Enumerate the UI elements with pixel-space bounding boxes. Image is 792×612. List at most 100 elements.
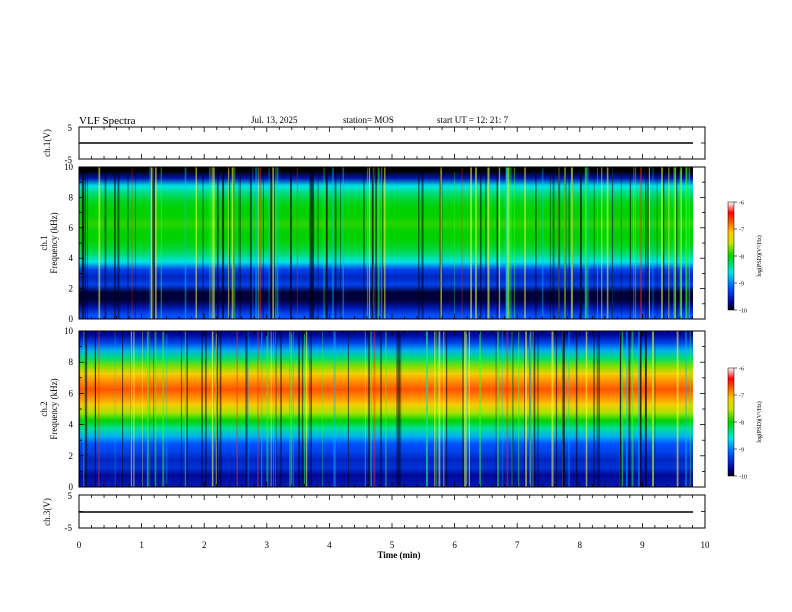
spectrogram-streak	[654, 331, 656, 487]
ch1-spec-ylabel-1: ch.1	[39, 235, 49, 250]
spectrogram-streak	[142, 331, 143, 487]
spectrogram-streak	[575, 331, 578, 487]
spectrogram-streak	[633, 167, 635, 319]
spectrogram-streak	[495, 331, 497, 487]
spectrogram-streak	[635, 167, 637, 319]
spectrogram-streak	[585, 331, 588, 487]
spectrogram-streak	[563, 331, 565, 487]
spectrogram-streak	[317, 167, 319, 319]
spectrogram-streak	[87, 167, 88, 319]
spectrogram-streak	[195, 167, 197, 319]
spectrogram-streak	[568, 331, 570, 487]
spectrogram-streak	[673, 167, 675, 319]
spectrogram-streak	[475, 167, 477, 319]
spectrogram-streak	[555, 331, 558, 487]
spectrogram-streak	[202, 167, 204, 319]
spectrogram-streak	[275, 331, 276, 487]
spectrogram-streak	[464, 331, 466, 487]
x-tick-label: 6	[452, 540, 457, 550]
spectrogram-streak	[629, 167, 631, 319]
x-tick-label: 0	[77, 540, 82, 550]
ch2-spec-ylabel-2: Frequency (kHz)	[49, 378, 59, 439]
spectrogram-streak	[373, 331, 376, 487]
spectrogram-streak	[153, 331, 155, 487]
spectrogram-streak	[215, 331, 217, 487]
spectrogram-streak	[496, 167, 498, 319]
ch1-colorbar: -6 -7 -8 -9 -10 log(PSD)(V²/Hz)	[727, 201, 763, 315]
spectrogram-streak	[372, 167, 374, 319]
spectrogram-streak	[135, 167, 136, 319]
spectrogram-streak	[685, 331, 687, 487]
spectrogram-streak	[564, 167, 566, 319]
x-tick-label: 10	[701, 540, 711, 550]
spectrogram-streak	[398, 331, 400, 487]
spectrogram-streak	[652, 331, 654, 487]
spectrogram-streak	[638, 331, 640, 487]
spectrogram-streak	[211, 331, 214, 487]
start-time-label: start UT = 12: 21: 7	[437, 115, 509, 125]
spectrogram-streak	[146, 331, 149, 487]
spectrogram-streak	[216, 331, 218, 487]
spectrogram-streak	[85, 331, 88, 487]
spectrogram-streak	[584, 167, 587, 319]
spectrogram-streak	[446, 331, 448, 487]
spectrogram-streak	[217, 167, 218, 319]
spectrogram-streak	[340, 167, 341, 319]
spectrogram-streak	[668, 167, 670, 319]
spectrogram-streak	[255, 167, 257, 319]
spectrogram-streak	[497, 167, 499, 319]
spectrogram-streak	[480, 167, 482, 319]
spectrogram-streak	[122, 331, 124, 487]
spectrogram-streak	[216, 167, 219, 319]
spectrogram-streak	[296, 167, 298, 319]
ch1-wave-ylabel: ch.1(V)	[42, 129, 52, 157]
spectrogram-streak	[261, 331, 263, 487]
spectrogram-streak	[461, 167, 463, 319]
spectrogram-streak	[270, 167, 273, 319]
spectrogram-streak	[436, 331, 438, 487]
spectrogram-streak	[568, 167, 570, 319]
spectrogram-streak	[525, 331, 527, 487]
spectrogram-streak	[184, 331, 187, 487]
spectrogram-streak	[180, 331, 182, 487]
spectrogram-streak	[498, 167, 501, 319]
ch2-colorbar-label: log(PSD)(V²/Hz)	[756, 401, 763, 442]
ch2-spectrogram-panel: 10 8 6 4 2 0 ch.2 Frequency (kHz)	[39, 326, 706, 492]
spectrogram-streak	[155, 167, 157, 319]
spectrogram-streak	[524, 331, 525, 487]
spectrogram-streak	[186, 331, 188, 487]
spectrogram-streak	[606, 167, 609, 319]
spectrogram-streak	[368, 331, 370, 487]
spectrogram-streak	[84, 167, 87, 319]
spectrogram-streak	[332, 167, 334, 319]
y-tick-label: 8	[69, 357, 74, 367]
spectrogram-streak	[184, 167, 187, 319]
spectrogram-streak	[586, 167, 589, 319]
colorbar-tick-label: -7	[739, 228, 744, 234]
spectrogram-streak	[676, 167, 678, 319]
spectrogram-streak	[364, 331, 366, 487]
spectrogram-streak	[342, 167, 344, 319]
spectrogram-streak	[98, 331, 100, 487]
spectrogram-streak	[322, 331, 323, 487]
spectrogram-streak	[639, 331, 641, 487]
spectrogram-streak	[130, 331, 132, 487]
spectrogram-streak	[511, 331, 513, 487]
spectrogram-streak	[580, 167, 582, 319]
spectrogram-streak	[257, 167, 259, 319]
spectrogram-streak	[375, 167, 377, 319]
spectrogram-streak	[257, 331, 259, 487]
spectrogram-streak	[275, 167, 277, 319]
spectrogram-streak	[212, 331, 214, 487]
spectrogram-streak	[513, 167, 515, 319]
spectrogram-streak	[272, 167, 274, 319]
x-tick-label: 2	[202, 540, 207, 550]
spectrogram-streak	[236, 331, 238, 487]
spectrogram-streak	[280, 331, 282, 487]
spectrogram-streak	[535, 167, 537, 319]
spectrogram-streak	[640, 167, 642, 319]
spectrogram-streak	[114, 331, 116, 487]
spectrogram-streak	[497, 331, 499, 487]
spectrogram-streak	[298, 331, 300, 487]
